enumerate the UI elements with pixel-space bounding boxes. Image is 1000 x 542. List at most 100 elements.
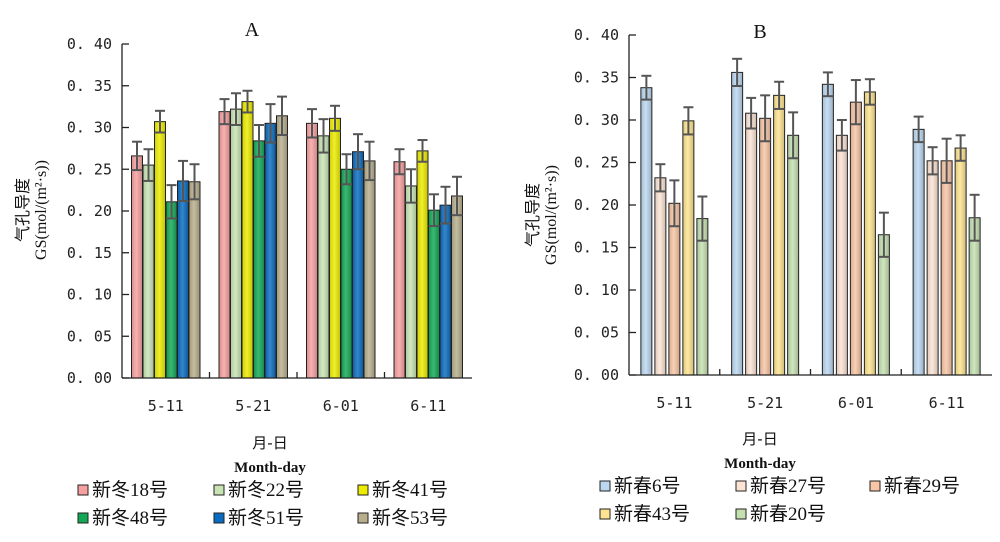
y-tick-label: 0. 35	[67, 77, 112, 95]
y-tick-label: 0. 05	[574, 324, 619, 342]
chart-a-title: A	[245, 19, 260, 41]
bar	[668, 202, 681, 376]
chart-a-yticks: 0. 00 0. 05 0. 10 0. 15 0. 20 0. 25 0. 30 0. 35…	[67, 35, 129, 387]
y-tick-label: 0. 00	[67, 369, 112, 387]
bar	[142, 164, 155, 379]
bar	[731, 71, 744, 376]
chart-b: B 气孔导度 GS(mol/(m²·s)) 0. 00 0. 05 0. 10 0. …	[524, 21, 992, 525]
y-tick-label: 0. 30	[67, 119, 112, 137]
bar	[165, 201, 178, 379]
y-tick-label: 0. 00	[574, 366, 619, 384]
chart-b-ylabel: GS(mol/(m²·s))	[543, 165, 560, 265]
bar	[241, 101, 254, 379]
y-tick-label: 0. 15	[67, 244, 112, 262]
x-category-label: 6-11	[929, 394, 965, 412]
y-tick-label: 0. 25	[67, 160, 112, 178]
chart-b-axes	[628, 35, 992, 376]
bar	[696, 218, 709, 376]
legend-item: 新春20号	[735, 503, 826, 525]
bar	[329, 117, 341, 379]
legend-label: 新冬22号	[228, 479, 304, 501]
y-tick-label: 0. 20	[67, 202, 112, 220]
chart-b-title: B	[753, 21, 766, 43]
bar	[230, 108, 242, 379]
legend-item: 新冬41号	[357, 479, 448, 501]
y-tick-label: 0. 10	[574, 281, 619, 299]
legend-label: 新春27号	[750, 475, 826, 497]
bar	[253, 140, 265, 379]
legend-item: 新春43号	[599, 503, 690, 525]
y-tick-label: 0. 35	[574, 69, 619, 87]
bar	[759, 117, 772, 376]
bar	[306, 122, 318, 379]
bar	[218, 111, 231, 379]
bar	[416, 150, 429, 379]
legend-swatch	[869, 480, 881, 492]
chart-a-categories: 5-11 5-21 6-01 6-11	[148, 397, 447, 415]
chart-b-ylabel-cn: 气孔导度	[524, 183, 542, 247]
bar	[352, 151, 364, 379]
bar	[264, 122, 277, 379]
y-tick-label: 0. 05	[67, 327, 112, 345]
bar	[363, 160, 376, 379]
legend-label: 新冬48号	[92, 507, 168, 529]
legend-item: 新冬18号	[77, 479, 168, 501]
x-category-label: 5-11	[656, 394, 692, 412]
bar	[154, 121, 166, 379]
bar	[317, 135, 330, 379]
bar	[451, 195, 463, 379]
chart-b-xlabel: Month-day	[724, 456, 796, 472]
legend-label: 新春6号	[614, 475, 681, 497]
legend-item: 新冬53号	[357, 507, 448, 529]
bar	[954, 147, 967, 376]
legend-swatch	[599, 508, 611, 520]
y-tick-label: 0. 30	[574, 111, 619, 129]
legend-label: 新冬53号	[372, 507, 448, 529]
y-tick-label: 0. 15	[574, 239, 619, 257]
legend-swatch	[213, 512, 225, 524]
legend-label: 新冬41号	[372, 479, 448, 501]
chart-a-xlabel-cn: 月-日	[252, 434, 287, 452]
legend-swatch	[213, 484, 225, 496]
bar	[177, 180, 189, 379]
chart-a-ylabel: GS(mol/(m²·s))	[33, 160, 50, 260]
legend-swatch	[357, 484, 369, 496]
y-tick-label: 0. 10	[67, 286, 112, 304]
bar	[393, 161, 406, 379]
legend-swatch	[77, 484, 89, 496]
legend-label: 新冬18号	[92, 479, 168, 501]
x-category-label: 6-01	[838, 394, 874, 412]
legend-swatch	[735, 508, 747, 520]
x-category-label: 6-11	[410, 397, 446, 415]
bar	[439, 204, 452, 379]
chart-a-axes	[121, 44, 472, 379]
legend-swatch	[77, 512, 89, 524]
bar	[640, 87, 653, 376]
legend-item: 新冬48号	[77, 507, 168, 529]
bar	[863, 91, 876, 376]
bar	[787, 134, 800, 376]
legend-label: 新春43号	[614, 503, 690, 525]
x-category-label: 5-11	[148, 397, 184, 415]
legend-item: 新春29号	[869, 475, 960, 497]
bar	[926, 160, 939, 376]
bar	[188, 181, 201, 379]
bar	[131, 155, 143, 379]
y-tick-label: 0. 20	[574, 196, 619, 214]
chart-b-categories: 5-11 5-21 6-01 6-11	[656, 394, 964, 412]
bar	[654, 177, 667, 376]
legend-label: 新冬51号	[228, 507, 304, 529]
legend-item: 新冬22号	[213, 479, 304, 501]
chart-b-xlabel-cn: 月-日	[742, 430, 777, 448]
bar	[340, 168, 353, 379]
bar	[773, 94, 786, 376]
bar	[835, 134, 848, 376]
legend-item: 新春27号	[735, 475, 826, 497]
chart-a-ylabel-cn: 气孔导度	[14, 178, 32, 242]
legend-swatch	[599, 480, 611, 492]
bar	[428, 209, 440, 379]
chart-b-yticks: 0. 00 0. 05 0. 10 0. 15 0. 20 0. 25 0. 30 0. 35…	[574, 26, 636, 384]
legend-swatch	[735, 480, 747, 492]
bar	[745, 112, 758, 376]
bar	[940, 160, 953, 376]
